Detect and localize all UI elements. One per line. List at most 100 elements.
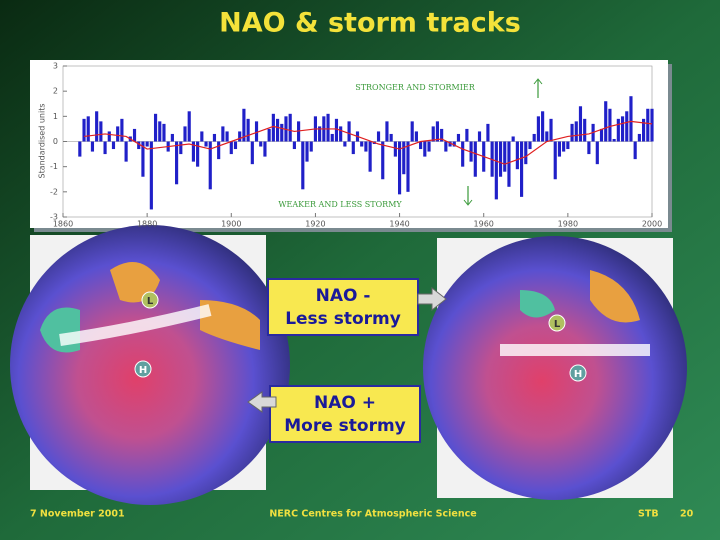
bar (90, 141, 95, 152)
bar (78, 141, 82, 157)
bar (246, 118, 250, 142)
high-marker (134, 360, 152, 378)
bar (557, 141, 562, 157)
bar (187, 111, 191, 142)
low-label: L (147, 296, 154, 307)
bar (233, 141, 238, 150)
footer-date: 7 November 2001 (30, 509, 125, 520)
bar (642, 118, 646, 142)
bar (566, 141, 570, 150)
bar (545, 131, 549, 142)
y-tick-label: -3 (50, 213, 58, 222)
bar (541, 111, 545, 142)
bar (339, 126, 343, 142)
bar (633, 141, 637, 160)
bar (440, 128, 444, 142)
bar (183, 126, 187, 142)
bar (204, 141, 208, 147)
bar (225, 131, 229, 142)
bar (292, 141, 296, 150)
bar (137, 141, 141, 150)
bar (477, 131, 482, 142)
y-tick-label: -1 (50, 162, 58, 171)
bar (515, 141, 519, 170)
bar (620, 116, 625, 142)
footer-author: STB (638, 509, 659, 520)
bar (608, 108, 612, 142)
bar (507, 141, 511, 187)
bar (263, 141, 267, 157)
bar (583, 118, 587, 142)
high-label: H (139, 365, 147, 376)
bar (587, 141, 591, 155)
bar (448, 141, 452, 147)
bar (191, 141, 195, 162)
bar (528, 141, 532, 150)
bar (175, 141, 179, 185)
bar (427, 141, 431, 152)
land (590, 270, 640, 323)
bar (326, 113, 330, 142)
bar (334, 118, 339, 142)
bar (86, 116, 90, 142)
bar (637, 133, 641, 142)
bar (212, 133, 217, 142)
callout-box (267, 278, 419, 336)
bar (393, 141, 397, 157)
bar (196, 141, 200, 167)
bar (267, 128, 271, 142)
x-tick-label: 1960 (474, 220, 494, 229)
bar (414, 131, 418, 142)
bar (153, 113, 158, 142)
footer-page: 20 (680, 509, 694, 520)
bar (132, 128, 137, 142)
bar (574, 121, 578, 142)
bar (599, 128, 604, 142)
callout-box (269, 385, 421, 443)
bar (111, 141, 116, 150)
bar (158, 121, 162, 142)
bar (229, 141, 233, 155)
storm-track (59, 304, 212, 346)
bar (646, 108, 650, 142)
bar (376, 131, 381, 142)
x-tick-label: 1980 (558, 220, 578, 229)
bar (309, 141, 313, 152)
chart-panel (30, 60, 668, 228)
bar (629, 96, 633, 142)
bar (385, 121, 389, 142)
low-label: L (554, 319, 561, 330)
bar (149, 141, 153, 210)
bar (145, 141, 149, 147)
y-axis-label: Standardised units (38, 104, 47, 179)
bar (330, 133, 334, 142)
bar (107, 131, 111, 142)
bar (498, 141, 503, 177)
bar (456, 133, 461, 142)
bar (301, 141, 305, 190)
annotation: WEAKER AND LESS STORMY (278, 200, 402, 209)
x-tick-label: 2000 (642, 220, 662, 229)
bar (254, 121, 259, 142)
bar (250, 141, 254, 165)
bar (116, 126, 120, 142)
bar (520, 141, 524, 197)
bar (410, 121, 414, 142)
bar (511, 136, 515, 142)
bar (170, 133, 174, 142)
bar (288, 113, 292, 142)
bar (486, 123, 490, 142)
bar (461, 141, 465, 167)
bar (217, 141, 221, 160)
bar (124, 141, 128, 162)
x-tick-label: 1860 (53, 220, 73, 229)
bar (368, 141, 372, 172)
bar (280, 123, 284, 142)
bar (570, 123, 574, 142)
bar (604, 101, 608, 142)
bar (95, 111, 99, 142)
bar (562, 141, 566, 152)
bar (431, 126, 435, 142)
bar (305, 141, 309, 162)
